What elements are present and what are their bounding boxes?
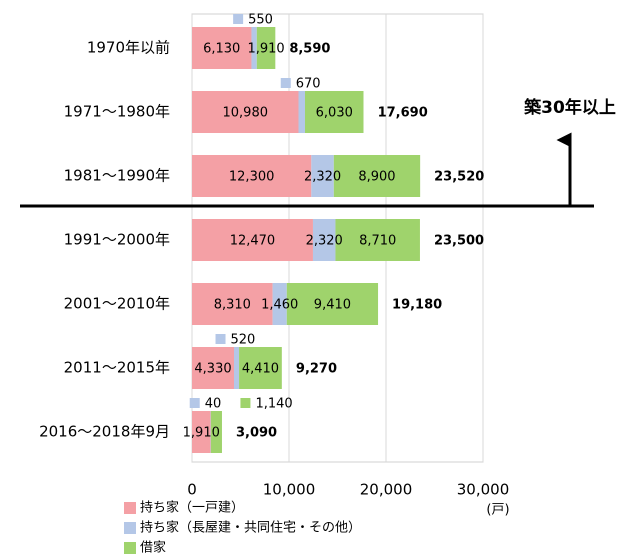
- legend-label: 借家: [140, 540, 166, 556]
- y-tick-label: 1970年以前: [87, 39, 170, 57]
- value-label: 520: [231, 333, 256, 348]
- total-label: 19,180: [392, 298, 442, 313]
- y-tick-label: 1971～1980年: [64, 103, 170, 121]
- bar-segment: [251, 27, 257, 69]
- bar-segment: [234, 347, 240, 389]
- bar-segment: [272, 283, 287, 325]
- value-label: 10,980: [223, 106, 269, 121]
- bar-segment: [192, 219, 313, 261]
- total-label: 23,520: [434, 170, 484, 185]
- legend-swatch: [124, 542, 136, 554]
- bar-segment: [192, 411, 211, 453]
- y-tick-label: 1991～2000年: [64, 231, 170, 249]
- value-label: 40: [205, 397, 222, 412]
- bar-segment: [312, 219, 336, 261]
- value-label: 1,460: [261, 298, 298, 313]
- bar-segment: [192, 283, 273, 325]
- bar-segment: [192, 91, 299, 133]
- bar-segment: [210, 411, 222, 453]
- value-label-key: [240, 398, 251, 408]
- value-label: 2,320: [304, 170, 341, 185]
- value-label: 1,910: [183, 426, 220, 441]
- value-label: 550: [248, 13, 273, 28]
- y-tick-label: 2016～2018年9月: [39, 423, 170, 441]
- legend-label: 持ち家（一戸建）: [140, 500, 244, 516]
- bar-segment: [286, 283, 379, 325]
- value-label: 8,310: [214, 298, 251, 313]
- value-label: 6,030: [316, 106, 353, 121]
- value-label: 1,140: [255, 397, 292, 412]
- value-label-key: [215, 334, 226, 344]
- x-tick-label: 20,000: [360, 481, 413, 499]
- value-label: 1,910: [247, 42, 284, 57]
- value-label: 4,330: [194, 362, 231, 377]
- legend-swatch: [124, 522, 136, 534]
- bar-segment: [333, 155, 421, 197]
- value-label: 2,320: [306, 234, 343, 249]
- bar-segment: [298, 91, 306, 133]
- value-label: 8,900: [358, 170, 395, 185]
- value-label-key: [280, 78, 291, 88]
- value-label: 6,130: [203, 42, 240, 57]
- total-label: 3,090: [236, 426, 277, 441]
- value-label: 4,410: [242, 362, 279, 377]
- x-tick-label: 0: [187, 481, 197, 499]
- bar-segment: [311, 155, 334, 197]
- value-label: 9,410: [314, 298, 351, 313]
- value-label: 8,710: [359, 234, 396, 249]
- value-label-key: [189, 398, 200, 408]
- value-label: 12,470: [230, 234, 276, 249]
- bar-segment: [192, 27, 252, 69]
- x-unit: (戸): [486, 503, 509, 518]
- x-tick-label: 10,000: [263, 481, 316, 499]
- total-label: 23,500: [434, 234, 484, 249]
- bar-segment: [239, 347, 282, 389]
- bar-segment: [256, 27, 276, 69]
- total-label: 17,690: [378, 106, 428, 121]
- total-label: 9,270: [296, 362, 337, 377]
- legend-label: 持ち家（長屋建・共同住宅・その他）: [140, 520, 361, 536]
- annotation: 築30年以上: [523, 97, 616, 118]
- legend-swatch: [124, 502, 136, 514]
- value-label-key: [233, 14, 244, 24]
- bar-segment: [335, 219, 420, 261]
- bar-segment: [192, 155, 312, 197]
- bar-segment: [305, 91, 364, 133]
- y-tick-label: 2011～2015年: [64, 359, 170, 377]
- value-label: 12,300: [229, 170, 275, 185]
- total-label: 8,590: [289, 42, 330, 57]
- x-tick-label: 30,000: [457, 481, 510, 499]
- bar-segment: [192, 347, 235, 389]
- y-tick-label: 2001～2010年: [64, 295, 170, 313]
- y-tick-label: 1981～1990年: [64, 167, 170, 185]
- value-label: 670: [296, 77, 321, 92]
